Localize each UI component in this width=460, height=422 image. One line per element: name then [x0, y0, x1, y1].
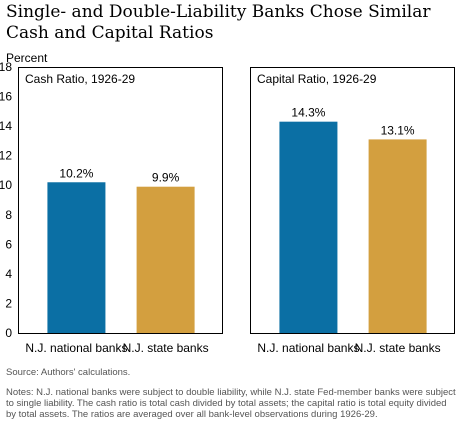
y-tick-label: 12	[0, 149, 12, 163]
data-label: 10.2%	[59, 166, 93, 180]
bar	[47, 182, 106, 333]
category-label: N.J. state banks	[123, 341, 209, 355]
data-label: 9.9%	[152, 171, 180, 185]
y-tick-label: 4	[5, 267, 12, 281]
y-tick-label: 18	[0, 60, 12, 74]
bar	[279, 121, 338, 333]
y-tick-label: 8	[5, 208, 12, 222]
y-unit-label: Percent	[6, 51, 48, 65]
y-tick-label: 16	[0, 90, 12, 104]
category-label: N.J. national banks	[257, 341, 359, 355]
panel-frame	[250, 67, 455, 334]
y-tick-label: 0	[5, 326, 12, 340]
data-label: 14.3%	[291, 106, 325, 120]
source-note: Source: Authors' calculations.	[6, 367, 131, 378]
panel-title: Cash Ratio, 1926-29	[25, 72, 135, 86]
panel-title: Capital Ratio, 1926-29	[257, 72, 377, 86]
category-label: N.J. national banks	[25, 341, 127, 355]
panel-frame	[18, 67, 223, 334]
y-tick-label: 2	[5, 296, 12, 310]
data-label: 13.1%	[381, 123, 415, 137]
bar	[136, 186, 195, 333]
y-tick-label: 14	[0, 119, 12, 133]
bar	[368, 139, 427, 333]
y-tick-label: 6	[5, 237, 12, 251]
notes-text: Notes: N.J. national banks were subject …	[6, 387, 456, 420]
category-label: N.J. state banks	[355, 341, 441, 355]
chart-title: Single- and Double-Liability Banks Chose…	[6, 2, 431, 43]
y-tick-label: 10	[0, 178, 12, 192]
